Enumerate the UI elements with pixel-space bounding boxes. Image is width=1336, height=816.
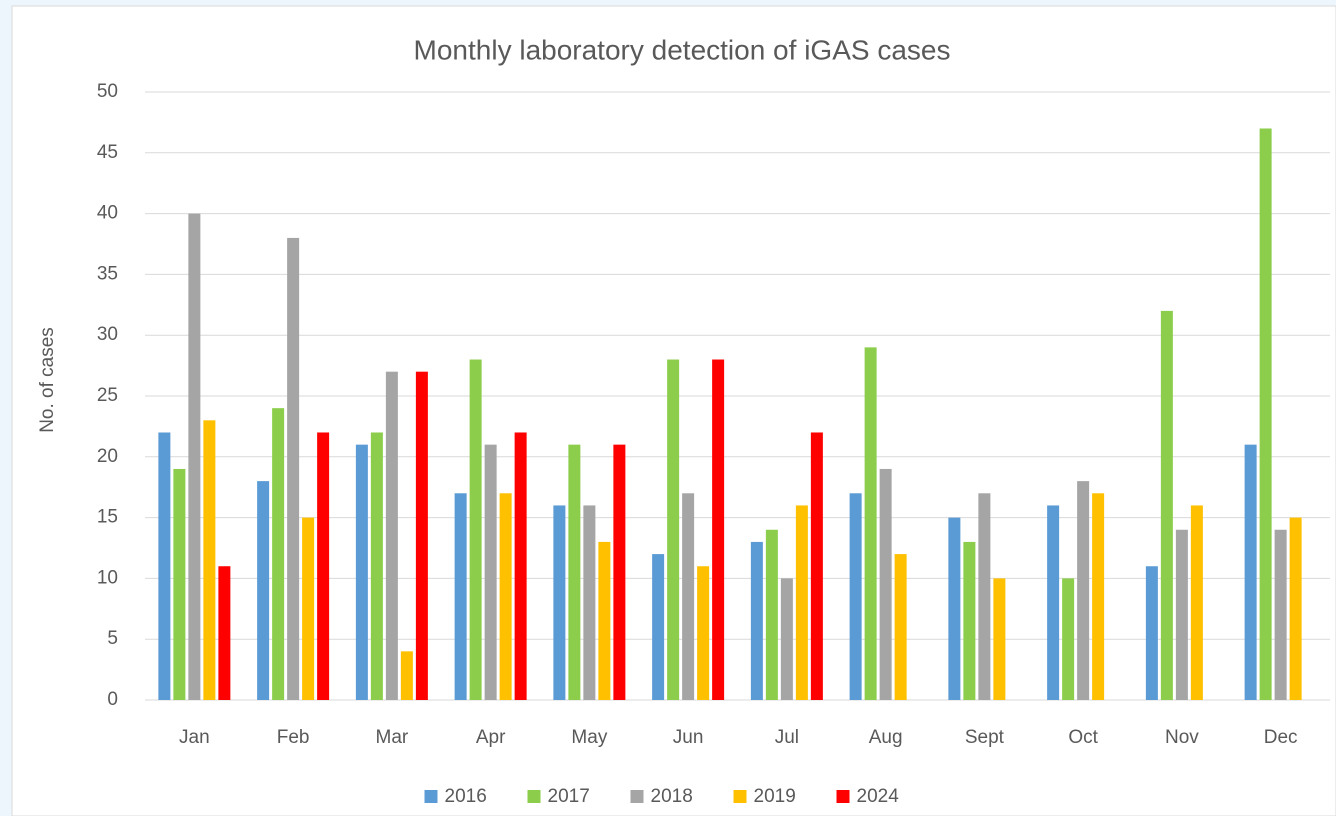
legend-label: 2019	[754, 786, 796, 807]
legend-swatch	[527, 790, 541, 803]
y-tick-label: 40	[97, 203, 118, 224]
legend-swatch	[424, 790, 438, 803]
bar	[750, 541, 763, 700]
chart-title: Monthly laboratory detection of iGAS cas…	[414, 34, 951, 65]
bar	[978, 493, 991, 700]
y-tick-label: 20	[97, 446, 118, 467]
x-tick-label: Nov	[1165, 727, 1199, 748]
y-axis-label: No. of cases	[37, 327, 58, 433]
legend-label: 2017	[548, 786, 590, 807]
bar	[173, 468, 186, 700]
bar	[963, 541, 976, 700]
bar	[993, 578, 1006, 700]
bar	[583, 505, 596, 700]
legend-swatch	[836, 790, 850, 803]
y-tick-label: 15	[97, 507, 118, 528]
bar	[400, 651, 413, 700]
y-tick-label: 45	[97, 142, 118, 163]
bar	[514, 432, 527, 700]
x-tick-label: Apr	[476, 727, 506, 748]
bar	[203, 420, 216, 700]
bar	[795, 505, 808, 700]
y-tick-label: 50	[97, 81, 118, 102]
x-tick-label: Mar	[376, 727, 409, 748]
bar	[1145, 566, 1158, 700]
x-tick-label: Aug	[869, 727, 903, 748]
y-tick-label: 30	[97, 324, 118, 345]
bar	[667, 359, 680, 700]
bar	[158, 432, 171, 700]
y-tick-label: 0	[107, 689, 118, 710]
bar	[712, 359, 725, 700]
x-tick-label: Feb	[277, 727, 310, 748]
bar	[1289, 517, 1302, 700]
bar	[317, 432, 330, 700]
bar	[499, 493, 512, 700]
bar	[484, 444, 497, 700]
bar	[1092, 493, 1105, 700]
x-tick-label: Oct	[1068, 727, 1098, 748]
bar	[1244, 444, 1257, 700]
bar	[849, 493, 862, 700]
y-tick-label: 35	[97, 263, 118, 284]
bar	[568, 444, 581, 700]
bar	[385, 371, 398, 700]
bar	[1274, 529, 1287, 700]
bar	[765, 529, 778, 700]
bar	[879, 468, 892, 700]
bar	[355, 444, 368, 700]
bar	[864, 347, 877, 700]
bar	[553, 505, 566, 700]
bar	[598, 541, 611, 700]
bar	[1047, 505, 1060, 700]
bar	[454, 493, 467, 700]
bar	[415, 371, 428, 700]
bar	[652, 554, 665, 700]
x-tick-label: Sept	[965, 727, 1005, 748]
x-tick-label: May	[571, 727, 607, 748]
bar	[613, 444, 626, 700]
y-tick-label: 10	[97, 567, 118, 588]
bar	[257, 481, 270, 700]
bar	[1175, 529, 1188, 700]
bar	[948, 517, 961, 700]
bar	[1077, 481, 1090, 700]
bar	[780, 578, 793, 700]
legend-label: 2016	[445, 786, 487, 807]
bar	[469, 359, 482, 700]
bar	[682, 493, 695, 700]
legend-swatch	[733, 790, 747, 803]
legend-label: 2024	[857, 786, 900, 807]
legend-swatch	[630, 790, 644, 803]
bar	[218, 566, 231, 700]
x-tick-label: Jan	[179, 727, 210, 748]
bar	[1190, 505, 1203, 700]
x-tick-label: Dec	[1264, 727, 1298, 748]
bar	[287, 237, 300, 701]
bar	[302, 517, 315, 700]
y-tick-label: 5	[107, 628, 118, 649]
bar	[1160, 310, 1173, 700]
bar	[697, 566, 710, 700]
x-tick-label: Jun	[673, 727, 704, 748]
bar	[810, 432, 823, 700]
x-tick-label: Jul	[775, 727, 799, 748]
bar	[894, 554, 907, 700]
bar	[1259, 128, 1272, 701]
bar	[1062, 578, 1075, 700]
bar	[188, 213, 201, 700]
y-tick-label: 25	[97, 385, 118, 406]
bar	[272, 408, 285, 700]
bar	[370, 432, 383, 700]
legend-label: 2018	[651, 786, 693, 807]
